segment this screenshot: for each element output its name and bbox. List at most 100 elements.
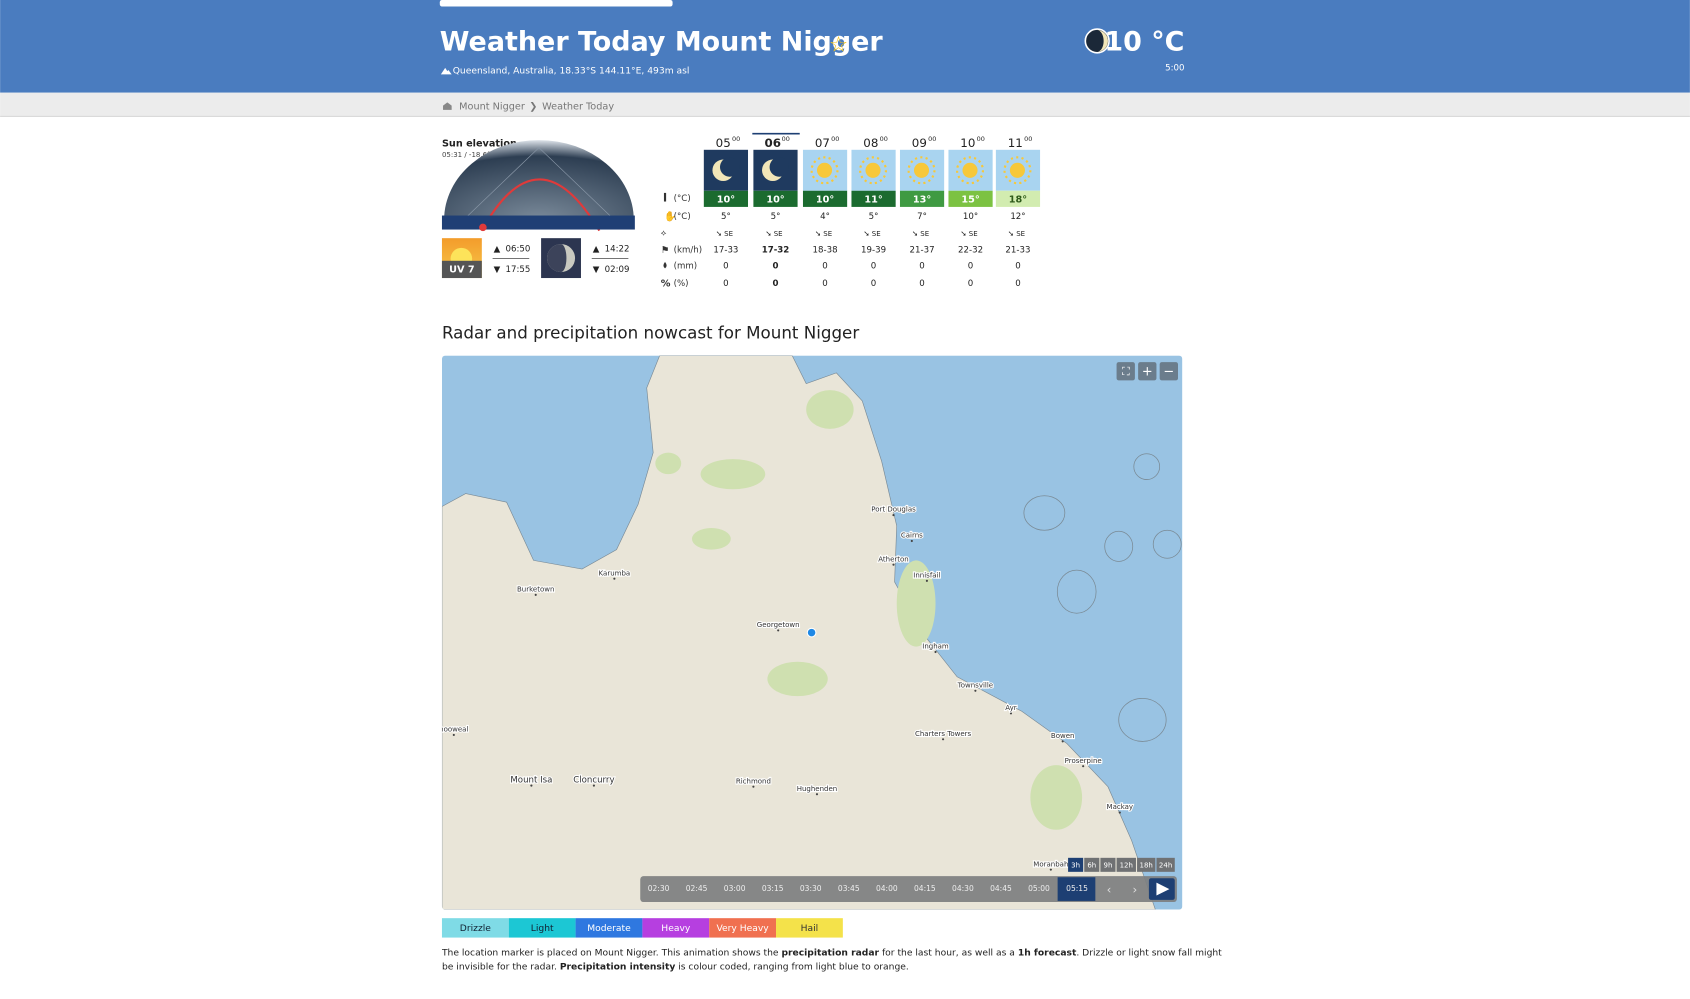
time-label[interactable]: 04:30 bbox=[952, 884, 974, 893]
place-dot bbox=[777, 629, 780, 632]
play-icon bbox=[1156, 882, 1170, 896]
place-label: Mount Isa bbox=[510, 776, 552, 786]
precipitation: 0 bbox=[772, 262, 778, 272]
hand-icon: ✋ bbox=[664, 211, 676, 223]
range-label: 18h bbox=[1140, 861, 1153, 869]
moon-shadow bbox=[547, 244, 567, 273]
hour[interactable]: 09 bbox=[912, 136, 927, 150]
breadcrumb[interactable]: Weather Today bbox=[542, 102, 614, 113]
range-label: 24h bbox=[1159, 861, 1172, 869]
favorite-star[interactable]: ☆ bbox=[829, 32, 848, 57]
row-unit: (mm) bbox=[674, 262, 698, 272]
temperature: 13° bbox=[913, 194, 931, 205]
precipitation: 0 bbox=[968, 262, 973, 272]
place-label: nooweal bbox=[439, 726, 468, 734]
place-label: Ingham bbox=[922, 643, 949, 651]
precipitation: 0 bbox=[919, 262, 924, 272]
feels-like: 5° bbox=[869, 212, 879, 222]
row-unit: (%) bbox=[674, 279, 689, 289]
time-label[interactable]: 05:15 bbox=[1066, 884, 1088, 893]
place-dot bbox=[1061, 740, 1064, 743]
place-label: Moranbah bbox=[1033, 860, 1068, 868]
hour[interactable]: 11 bbox=[1008, 136, 1023, 150]
row-icons: ✋ ⟡ ⚑ % bbox=[661, 192, 676, 289]
home-icon[interactable] bbox=[443, 102, 452, 110]
time-label[interactable]: 04:15 bbox=[914, 884, 936, 893]
legend-label: Light bbox=[531, 923, 554, 934]
temperature-cell bbox=[753, 190, 798, 207]
precipitation: 0 bbox=[871, 262, 876, 272]
radar-map[interactable]: Port Douglas Cairns Atherton Innisfail Karum… bbox=[439, 355, 1183, 910]
probability: 0 bbox=[1015, 279, 1020, 289]
precipitation: 0 bbox=[1015, 262, 1020, 272]
hour[interactable]: 08 bbox=[863, 136, 878, 150]
place-dot bbox=[1009, 712, 1013, 715]
place-label: Georgetown bbox=[757, 621, 800, 629]
hour-minutes: 00 bbox=[928, 135, 936, 143]
zoom-in-button[interactable] bbox=[1138, 362, 1157, 381]
wind-direction: SE bbox=[823, 230, 832, 238]
place-dot bbox=[534, 593, 537, 596]
probability: 0 bbox=[772, 279, 778, 289]
sun bbox=[1009, 162, 1025, 178]
hour[interactable]: 05 bbox=[716, 136, 731, 150]
hour-minutes: 00 bbox=[977, 135, 985, 143]
temperature: 10° bbox=[816, 194, 834, 205]
time-label[interactable]: 03:00 bbox=[724, 884, 746, 893]
wind-speed: 17-33 bbox=[713, 246, 738, 256]
breadcrumb-separator: ❯ bbox=[529, 102, 537, 113]
wind-arrow: ➘ bbox=[912, 229, 918, 238]
time-label[interactable]: 02:30 bbox=[648, 884, 670, 893]
feels-like: 7° bbox=[917, 212, 927, 222]
place-dot bbox=[974, 689, 977, 692]
temperature: 10° bbox=[766, 194, 784, 205]
sunrise: 06:50 bbox=[506, 244, 531, 254]
fullscreen-button[interactable] bbox=[1116, 362, 1135, 381]
time-label[interactable]: 04:45 bbox=[990, 884, 1012, 893]
zoom-out-button[interactable] bbox=[1159, 362, 1178, 381]
hour[interactable]: 06 bbox=[765, 136, 781, 150]
timeline: 02:30 02:45 03:00 03:15 03:30 03:45 04:00 04:15… bbox=[648, 877, 1096, 901]
next-button[interactable]: › bbox=[1133, 883, 1138, 897]
place-dot bbox=[1049, 868, 1052, 871]
description-text: Precipitation intensity bbox=[560, 961, 675, 972]
places: Port Douglas Cairns Atherton Innisfail Karum… bbox=[439, 505, 1134, 871]
moon-cut bbox=[769, 157, 789, 177]
description-line: The location marker is placed on Mount N… bbox=[441, 947, 1222, 958]
sun-detail: 05:31 / -18.6° bbox=[442, 151, 491, 159]
place-dot bbox=[910, 539, 913, 543]
range-button[interactable] bbox=[1156, 857, 1175, 872]
time-label[interactable]: 02:45 bbox=[686, 884, 708, 893]
range-button[interactable] bbox=[1137, 857, 1156, 872]
temperature-cell bbox=[995, 190, 1041, 207]
hour[interactable]: 07 bbox=[815, 136, 830, 150]
range-button[interactable] bbox=[1068, 857, 1084, 872]
range-button[interactable] bbox=[1084, 857, 1100, 872]
search-tab[interactable] bbox=[439, 0, 673, 7]
legend-swatch bbox=[776, 918, 843, 938]
moon-phase bbox=[1097, 30, 1108, 52]
uv-band bbox=[441, 260, 482, 279]
percent-icon: % bbox=[661, 278, 671, 289]
place-dot bbox=[815, 793, 819, 796]
range-button[interactable] bbox=[1100, 857, 1116, 872]
description-text: 1h forecast bbox=[1018, 947, 1077, 958]
time-label[interactable]: 03:15 bbox=[762, 884, 784, 893]
range-selector: 3h 6h 9h 12h 18h 24h bbox=[1068, 857, 1175, 872]
vegetation bbox=[655, 390, 1083, 830]
place-label: Richmond bbox=[736, 777, 771, 785]
feels-like: 12° bbox=[1010, 212, 1025, 222]
moonrise: 14:22 bbox=[605, 244, 630, 254]
hour[interactable]: 10 bbox=[960, 136, 975, 150]
breadcrumb[interactable]: Mount Nigger bbox=[459, 102, 525, 113]
time-label[interactable]: 03:45 bbox=[838, 884, 860, 893]
hour-minutes: 00 bbox=[782, 135, 790, 143]
wind-direction: SE bbox=[920, 230, 929, 238]
previous-button[interactable]: ‹ bbox=[1107, 883, 1112, 897]
time-label[interactable]: 05:00 bbox=[1028, 884, 1050, 893]
time-label[interactable]: 03:30 bbox=[800, 884, 822, 893]
time-label[interactable]: 04:00 bbox=[876, 884, 898, 893]
range-button[interactable] bbox=[1116, 857, 1136, 872]
thermometer-icon bbox=[663, 192, 667, 202]
